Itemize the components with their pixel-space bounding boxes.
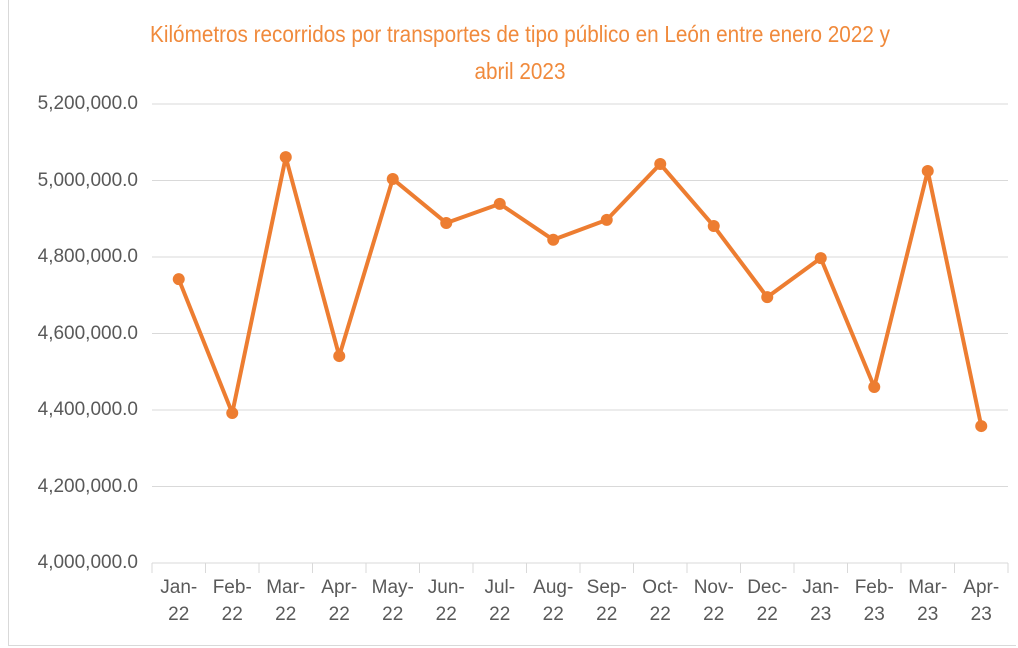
y-tick-label: 5,200,000.0: [37, 93, 138, 114]
point: [226, 407, 239, 420]
y-tick-label: 4,200,000.0: [37, 475, 138, 497]
x-tick-label: Apr-23: [963, 577, 1000, 625]
point: [333, 350, 346, 363]
x-tick-label: Dec-22: [747, 577, 788, 625]
x-tick-label: Jan-23: [802, 577, 840, 625]
chart-title: Kilómetros recorridos por transportes de…: [150, 21, 890, 84]
point: [707, 220, 720, 233]
point: [868, 381, 881, 394]
x-tick-label: Feb-22: [212, 577, 252, 625]
point: [279, 151, 292, 164]
x-tick-label: Jul-22: [484, 577, 516, 625]
chart-frame: [8, 0, 1016, 646]
x-tick-label: Feb-23: [854, 577, 894, 625]
x-tick-label: Jun-22: [427, 577, 465, 625]
y-tick-label: 4,800,000.0: [37, 246, 138, 267]
point: [440, 216, 453, 229]
point: [975, 420, 988, 433]
x-tick-label: Mar-23: [908, 577, 948, 625]
point: [921, 164, 934, 177]
y-tick-label: 4,400,000.0: [37, 399, 138, 420]
y-tick-label: 4,000,000.0: [37, 552, 138, 573]
x-tick-label: Jan-22: [160, 577, 198, 625]
x-tick-label: Apr-22: [321, 577, 358, 625]
y-tick-label: 5,000,000.0: [37, 169, 138, 191]
y-tick-label: 4,600,000.0: [37, 322, 138, 344]
point: [547, 233, 560, 246]
x-tick-label: Mar-22: [266, 577, 306, 625]
x-tick-label: Oct-22: [642, 577, 679, 625]
point: [172, 273, 185, 286]
x-tick-label: May-22: [371, 577, 414, 625]
point: [386, 172, 399, 185]
point: [654, 158, 667, 171]
point: [600, 213, 613, 226]
point: [493, 197, 506, 210]
x-tick-label: Nov-22: [693, 577, 734, 625]
x-tick-label: Aug-22: [533, 577, 574, 625]
x-tick-label: Sep-22: [586, 577, 627, 625]
point: [814, 252, 827, 265]
point: [761, 291, 774, 304]
line: [176, 155, 984, 427]
